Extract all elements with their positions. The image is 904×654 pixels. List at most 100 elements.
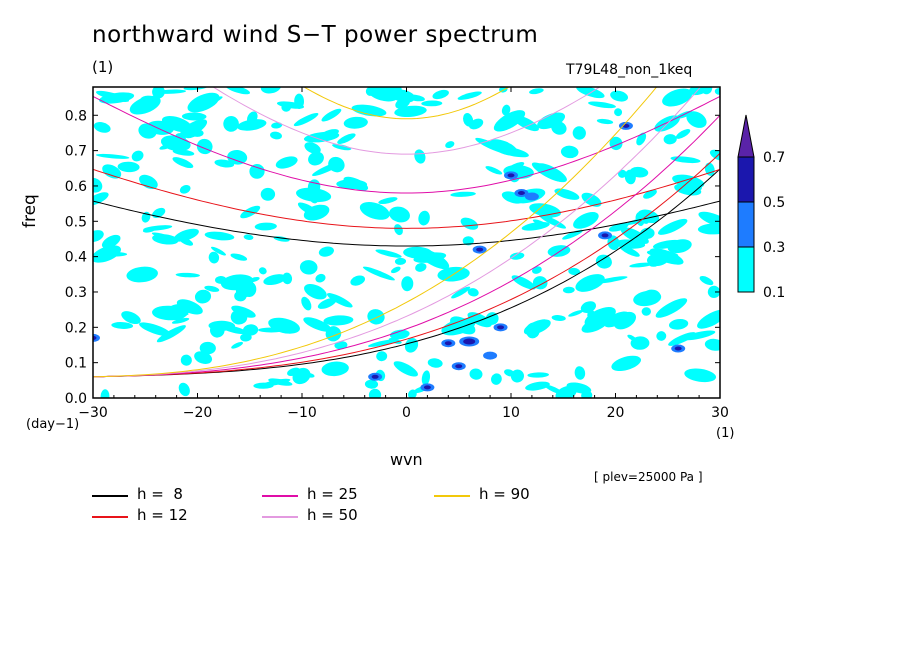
spectral-patch: [574, 366, 586, 380]
spectral-patch: [296, 187, 332, 203]
spectral-patch: [101, 251, 128, 257]
spectral-patch: [93, 230, 104, 243]
spectral-patch: [539, 214, 567, 229]
spectral-patch: [697, 309, 720, 329]
spectral-patch: [467, 288, 479, 297]
spectral-patch: [414, 149, 426, 164]
spectral-patch: [704, 162, 715, 176]
spectral-patch: [253, 382, 274, 389]
spectral-patch: [714, 87, 720, 95]
y-tick-label: 0.5: [65, 214, 87, 230]
spectral-patch: [629, 262, 653, 268]
legend-label: h = 12: [137, 506, 188, 524]
spectral-patch: [562, 229, 583, 240]
spectral-patch: [292, 367, 311, 385]
spectral-patch: [485, 166, 503, 175]
x-tick-label: −10: [287, 405, 317, 421]
spectral-patch: [668, 318, 689, 330]
shaded-field: [93, 87, 720, 398]
spectral-patch: [698, 211, 720, 228]
spectral-patch: [209, 322, 225, 338]
spectral-patch: [350, 275, 366, 286]
spectral-peak-core: [507, 173, 515, 178]
spectral-peak-core: [93, 335, 97, 340]
x-tick-label: −30: [78, 405, 108, 421]
spectral-patch: [509, 252, 525, 260]
spectral-patch: [394, 105, 427, 118]
legend-label: h = 8: [137, 485, 183, 503]
spectral-patch: [368, 339, 398, 347]
spectral-patch: [95, 153, 130, 159]
spectral-patch: [237, 119, 267, 131]
spectral-patch: [449, 316, 476, 335]
spectral-patch: [304, 142, 321, 154]
spectral-patch: [351, 104, 387, 117]
y-tick-label: 0.3: [65, 285, 87, 301]
legend-swatch: [434, 495, 470, 497]
spectral-patch: [178, 382, 190, 397]
spectral-patch: [568, 267, 581, 276]
spectral-patch: [463, 113, 474, 127]
spectral-peak-core: [463, 338, 476, 345]
y-tick-label: 0.4: [65, 250, 87, 266]
spectral-patch: [657, 218, 688, 235]
spectral-patch: [317, 298, 337, 309]
spectral-patch: [215, 275, 227, 284]
spectral-peak-core: [517, 191, 525, 196]
spectral-patch: [305, 372, 315, 378]
spectral-patch: [389, 329, 410, 340]
spectral-patch: [230, 253, 248, 261]
spectral-patch: [529, 88, 544, 95]
spectral-patch: [146, 120, 174, 135]
spectral-patch: [231, 341, 243, 349]
spectral-patch: [172, 149, 195, 156]
spectral-patch: [152, 234, 179, 245]
dispersion-curve-lower: [93, 152, 720, 378]
spectral-patch: [505, 162, 525, 173]
colorbar-box: [737, 156, 755, 203]
spectral-patch: [194, 351, 213, 364]
spectral-patch: [614, 108, 623, 117]
spectral-patch: [663, 134, 677, 145]
spectral-patch: [362, 266, 395, 281]
legend-swatch: [262, 495, 298, 497]
spectral-patch: [675, 128, 691, 139]
spectral-patch: [511, 275, 536, 290]
spectral-patch: [604, 311, 630, 328]
spectral-patch: [172, 157, 194, 169]
spectral-patch: [394, 224, 403, 236]
spectral-patch: [378, 197, 398, 205]
spectral-patch: [297, 202, 320, 217]
spectral-patch: [624, 169, 636, 185]
spectral-patch: [101, 234, 121, 249]
spectral-patch: [494, 145, 529, 158]
spectral-patch: [364, 379, 379, 389]
chart-title: northward wind S−T power spectrum: [92, 22, 539, 48]
spectral-patch: [532, 266, 542, 274]
spectral-patch: [555, 385, 577, 398]
spectral-patch: [389, 206, 410, 223]
y-tick-label: 0.1: [65, 356, 87, 372]
spectral-patch: [179, 184, 191, 194]
dispersion-curve-lower: [93, 87, 702, 378]
spectral-patch: [581, 192, 602, 207]
spectral-patch: [293, 113, 319, 127]
spectral-patch: [450, 191, 476, 197]
spectral-patch: [260, 87, 282, 94]
spectral-patch: [646, 250, 679, 258]
spectral-patch: [394, 257, 407, 265]
spectral-patch: [421, 370, 431, 386]
spectral-patch: [596, 118, 614, 125]
spectral-patch: [588, 101, 616, 109]
spectral-patch: [587, 310, 597, 322]
subtitle-left: (1): [92, 58, 114, 76]
spectral-peak: [483, 351, 498, 360]
subtitle-right: T79L48_non_1keq: [566, 62, 693, 78]
spectral-patch: [211, 246, 226, 256]
spectral-patch: [415, 262, 427, 272]
spectral-patch: [315, 273, 326, 283]
level-note: [ plev=25000 Pa ]: [594, 470, 703, 484]
spectral-patch: [171, 317, 190, 324]
spectral-patch: [510, 369, 524, 383]
spectral-patch: [401, 276, 414, 292]
